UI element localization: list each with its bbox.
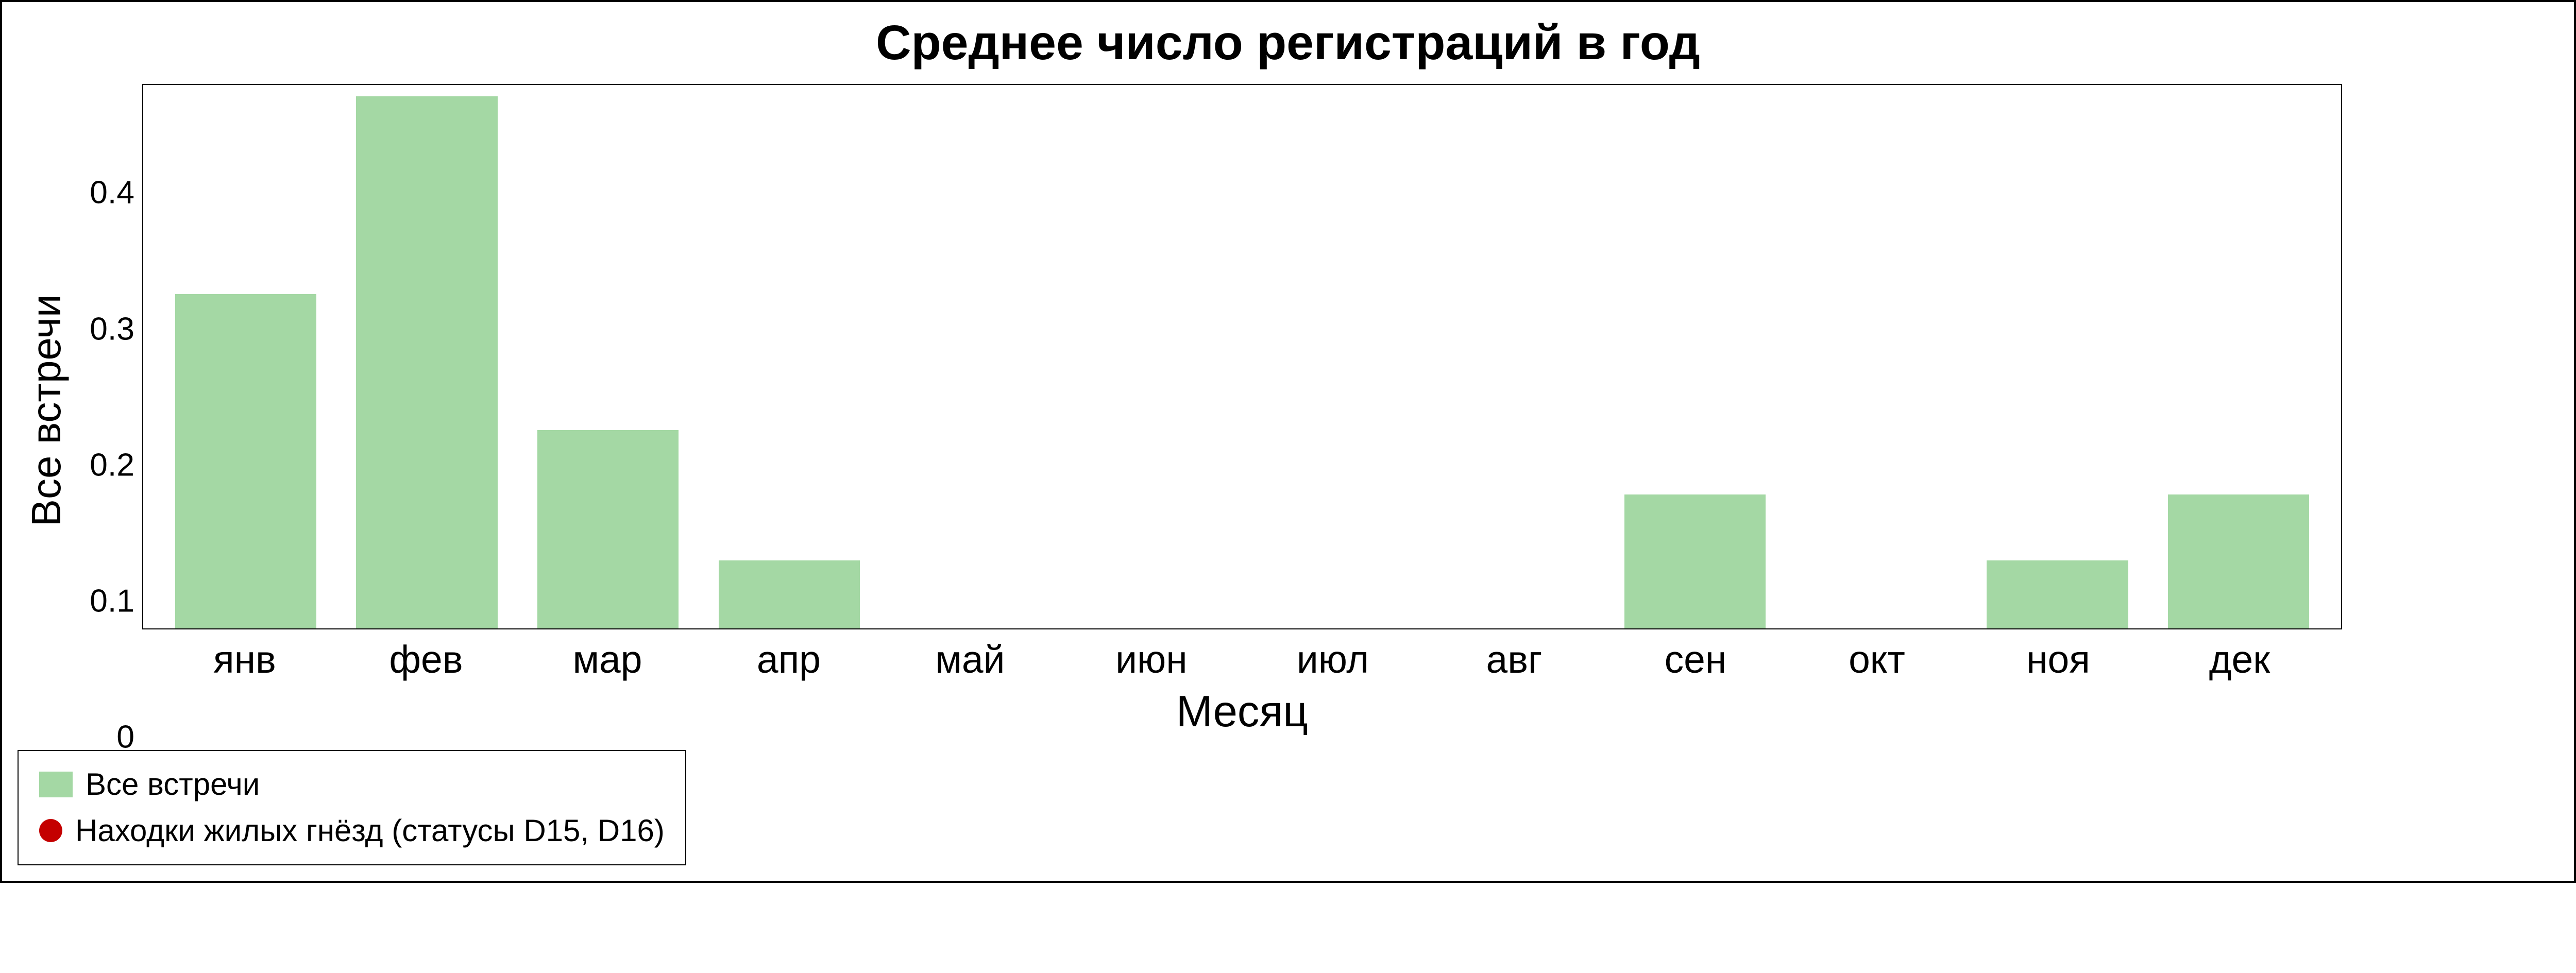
- bar-slot: [1604, 85, 1786, 628]
- x-tick-label: май: [879, 629, 1061, 681]
- legend: Все встречиНаходки жилых гнёзд (статусы …: [18, 750, 686, 865]
- chart-frame: Среднее число регистраций в год Все встр…: [0, 0, 2576, 883]
- x-axis-label: Месяц: [142, 687, 2342, 737]
- y-axis: 00.10.20.30.4: [75, 84, 142, 737]
- bar: [2168, 494, 2309, 628]
- x-tick-label: июл: [1242, 629, 1423, 681]
- legend-label: Все встречи: [86, 761, 260, 808]
- plot-wrap: янвфевмарапрмайиюниюлавгсеноктноядек Мес…: [142, 84, 2507, 737]
- x-axis: янвфевмарапрмайиюниюлавгсеноктноядек: [142, 629, 2342, 681]
- y-axis-label: Все встречи: [18, 84, 75, 737]
- y-tick-label: 0.2: [90, 449, 134, 481]
- x-tick-label: ноя: [1968, 629, 2149, 681]
- y-tick-label: 0.4: [90, 177, 134, 209]
- bar-slot: [1423, 85, 1605, 628]
- x-tick-label: окт: [1786, 629, 1968, 681]
- bar: [719, 560, 860, 628]
- x-tick-label: июн: [1061, 629, 1242, 681]
- bar: [1624, 494, 1766, 628]
- bar-slot: [699, 85, 880, 628]
- y-tick-label: 0.3: [90, 313, 134, 345]
- x-tick-label: мар: [517, 629, 698, 681]
- legend-item: Все встречи: [39, 761, 665, 808]
- right-padding: [2507, 84, 2558, 737]
- x-tick-label: сен: [1605, 629, 1786, 681]
- chart-title: Среднее число регистраций в год: [18, 15, 2558, 71]
- x-tick-label: дек: [2149, 629, 2330, 681]
- bar-slot: [517, 85, 699, 628]
- bar: [537, 430, 679, 628]
- bar-slot: [880, 85, 1061, 628]
- legend-swatch-rect-icon: [39, 772, 73, 797]
- legend-swatch-circle-icon: [39, 819, 62, 842]
- legend-item: Находки жилых гнёзд (статусы D15, D16): [39, 808, 665, 854]
- bar: [356, 96, 497, 628]
- y-tick-label: 0: [116, 721, 134, 754]
- bar-slot: [1786, 85, 1967, 628]
- plot-area: [142, 84, 2342, 629]
- y-tick-label: 0.1: [90, 585, 134, 617]
- bar: [175, 294, 316, 628]
- bar: [1987, 560, 2128, 628]
- bar-slot: [336, 85, 518, 628]
- chart-body: Все встречи 00.10.20.30.4 янвфевмарапрма…: [18, 84, 2558, 737]
- x-tick-label: авг: [1423, 629, 1605, 681]
- bar-slot: [1967, 85, 2148, 628]
- x-tick-label: янв: [154, 629, 335, 681]
- legend-label: Находки жилых гнёзд (статусы D15, D16): [75, 808, 665, 854]
- bar-slot: [1242, 85, 1423, 628]
- x-tick-label: апр: [698, 629, 879, 681]
- x-tick-label: фев: [335, 629, 517, 681]
- bar-slot: [1061, 85, 1242, 628]
- bar-slot: [155, 85, 336, 628]
- bar-slot: [2148, 85, 2329, 628]
